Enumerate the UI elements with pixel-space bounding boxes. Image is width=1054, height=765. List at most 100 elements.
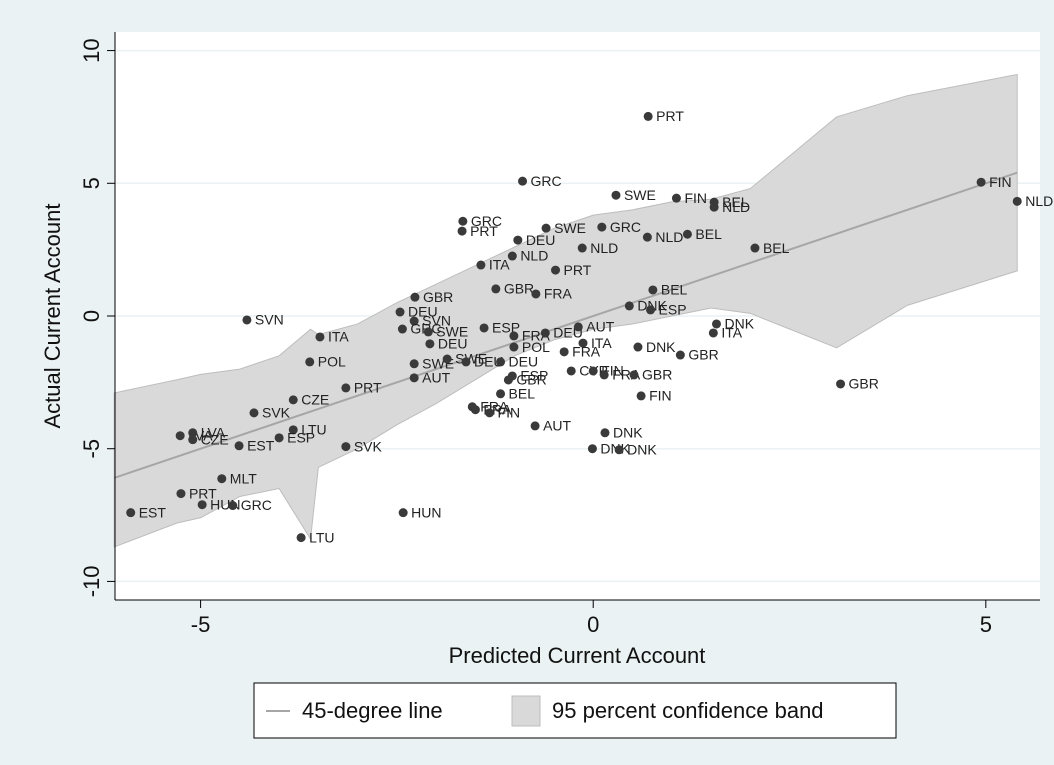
y-tick-label: 5 xyxy=(79,177,104,189)
point xyxy=(614,445,624,455)
axes: -10 -5 0 5 10 -5 0 5 xyxy=(79,32,1040,637)
legend-box xyxy=(253,682,897,739)
reference-line xyxy=(113,171,1018,479)
point-label: FRA xyxy=(544,286,573,302)
point-label: SWE xyxy=(554,220,586,236)
point-label: BEL xyxy=(763,240,790,256)
legend-label: 95 percent confidence band xyxy=(552,698,824,723)
point xyxy=(496,357,506,367)
point-label: SWE xyxy=(436,324,468,340)
point-label: GBR xyxy=(642,367,672,383)
point-label: DNK xyxy=(637,298,667,314)
point xyxy=(646,305,656,315)
point xyxy=(217,474,227,484)
point xyxy=(629,370,639,380)
point-label: GBR xyxy=(688,347,718,363)
point xyxy=(566,366,576,376)
point xyxy=(442,354,452,364)
y-tick-label: -5 xyxy=(79,439,104,459)
point-label: FIN xyxy=(989,174,1012,190)
point-label: DEU xyxy=(509,354,539,370)
point-label: PRT xyxy=(656,108,684,124)
point xyxy=(397,324,407,334)
point xyxy=(597,222,607,232)
legend-label: 45-degree line xyxy=(302,698,443,723)
point-label: DNK xyxy=(646,339,676,355)
point xyxy=(425,339,435,349)
point-label: SWE xyxy=(624,187,656,203)
point-label: NLD xyxy=(722,199,750,215)
point-label: ITA xyxy=(721,325,742,341)
point-label: LTU xyxy=(309,529,334,545)
point-label: PRT xyxy=(189,485,217,501)
point xyxy=(976,177,986,187)
point xyxy=(551,265,561,275)
point xyxy=(274,433,284,443)
point xyxy=(228,501,238,511)
point-label: FRA xyxy=(572,344,601,360)
point xyxy=(513,235,523,245)
point xyxy=(288,395,298,405)
legend: 45-degree line 95 percent confidence band xyxy=(253,682,897,739)
point xyxy=(234,441,244,451)
point-label: DNK xyxy=(724,316,754,332)
point-label: LVA xyxy=(201,424,226,440)
point-label: DEU xyxy=(438,336,468,352)
point xyxy=(485,408,495,418)
point xyxy=(675,350,685,360)
x-tick-label: -5 xyxy=(191,612,211,637)
point-label: ITA xyxy=(328,329,349,345)
point xyxy=(288,425,298,435)
point xyxy=(395,307,405,317)
point xyxy=(540,328,550,338)
point xyxy=(491,284,501,294)
point xyxy=(341,383,351,393)
point-label: DEU xyxy=(408,304,438,320)
point xyxy=(188,428,198,438)
point xyxy=(530,421,540,431)
point xyxy=(296,533,306,543)
point xyxy=(503,375,513,385)
point-label: EST xyxy=(247,437,275,453)
point xyxy=(242,315,252,325)
point-label: BEL xyxy=(509,385,536,401)
point xyxy=(188,435,198,445)
point xyxy=(496,389,506,399)
point xyxy=(708,328,718,338)
point-label: GRC xyxy=(610,219,641,235)
point-label: SVN xyxy=(255,312,284,328)
point-label: EST xyxy=(139,504,167,520)
point-label: PRT xyxy=(470,223,498,239)
point-label: NLD xyxy=(590,240,618,256)
band-layer xyxy=(113,73,1018,548)
point-label: BEL xyxy=(695,226,722,242)
point-label: FIN xyxy=(649,388,672,404)
point-label: BEL xyxy=(722,194,749,210)
point xyxy=(709,202,719,212)
point-label: GRC xyxy=(241,497,272,513)
point xyxy=(423,327,433,337)
point xyxy=(479,323,489,333)
point xyxy=(126,508,136,518)
point xyxy=(711,319,721,329)
y-tick-label: -10 xyxy=(79,566,104,598)
point xyxy=(175,431,185,441)
point-label: AUT xyxy=(543,418,571,434)
point-label: GBR xyxy=(423,289,453,305)
point-label: AUT xyxy=(586,319,614,335)
x-tick-label: 5 xyxy=(980,612,992,637)
point xyxy=(636,391,646,401)
x-axis-title: Predicted Current Account xyxy=(449,643,706,668)
point-label: ITA xyxy=(489,257,510,273)
point-label: GRC xyxy=(471,213,502,229)
legend-band-swatch xyxy=(511,695,541,727)
point xyxy=(470,405,480,415)
point xyxy=(633,342,643,352)
point xyxy=(341,442,351,452)
point xyxy=(541,223,551,233)
point xyxy=(1012,196,1022,206)
point xyxy=(587,444,597,454)
point xyxy=(305,357,315,367)
